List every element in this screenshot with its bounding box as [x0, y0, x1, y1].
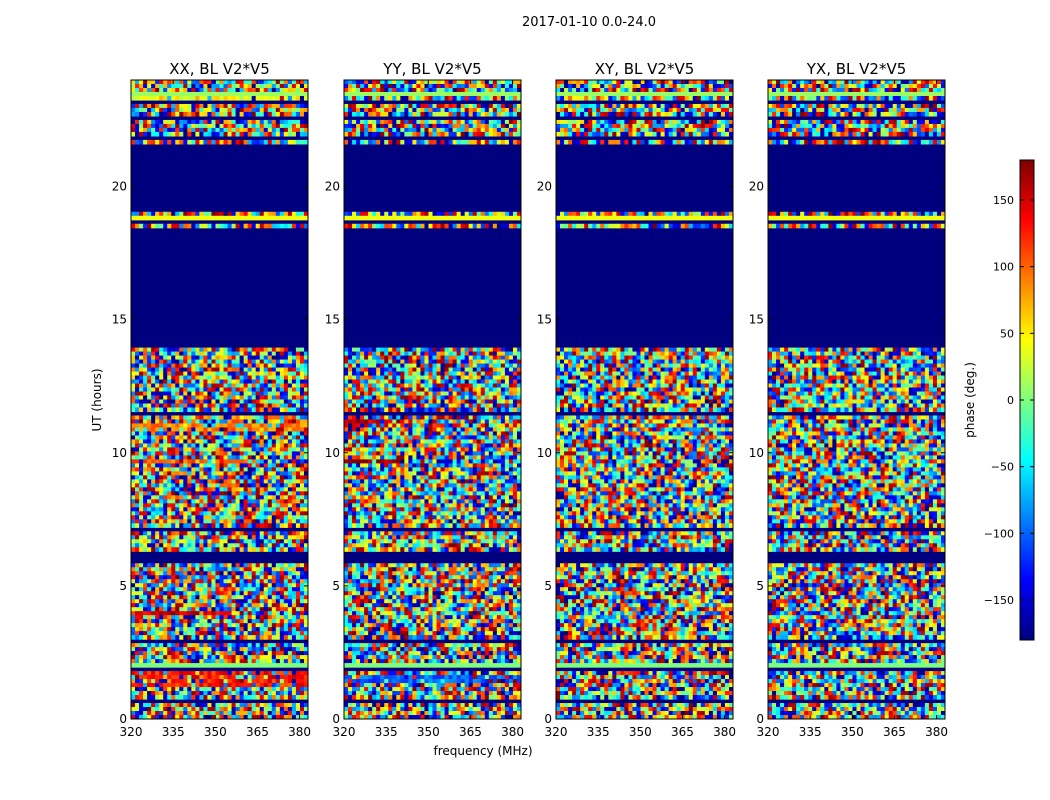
- y-tick-label: 0: [756, 712, 764, 726]
- y-tick-label: 0: [332, 712, 340, 726]
- axes-frame: [767, 79, 946, 720]
- panel-1: XX, BL V2*V5 320 335 350 365 380 0 5 10 15 20: [112, 60, 311, 739]
- x-tick-label: 365: [459, 725, 482, 739]
- y-tick-label: 20: [537, 180, 552, 194]
- panel-title: YY, BL V2*V5: [382, 60, 481, 78]
- x-tick-label: 320: [757, 725, 780, 739]
- y-tick-label: 15: [749, 313, 764, 327]
- x-tick-label: 320: [120, 725, 143, 739]
- x-axis-label: frequency (MHz): [433, 744, 532, 758]
- y-tick-label: 0: [544, 712, 552, 726]
- x-tick-label: 335: [162, 725, 185, 739]
- x-tick-label: 380: [925, 725, 948, 739]
- axes-frame: [130, 79, 309, 720]
- heatmap: [344, 80, 521, 719]
- suptitle: 2017-01-10 0.0-24.0: [522, 15, 656, 30]
- y-tick-label: 20: [325, 180, 340, 194]
- x-tick-label: 365: [671, 725, 694, 739]
- panel-4: YX, BL V2*V5 320 335 350 365 380 0 5 10 15 20: [749, 60, 948, 739]
- x-tick-label: 350: [417, 725, 440, 739]
- y-tick-label: 10: [749, 446, 764, 460]
- axes-frame: [555, 79, 734, 720]
- panel-title: XY, BL V2*V5: [595, 60, 695, 78]
- y-tick-label: 10: [112, 446, 127, 460]
- y-tick-label: 10: [537, 446, 552, 460]
- x-tick-label: 380: [713, 725, 736, 739]
- y-tick-label: 20: [112, 180, 127, 194]
- x-tick-label: 365: [246, 725, 269, 739]
- heatmap: [131, 80, 308, 719]
- x-tick-label: 335: [587, 725, 610, 739]
- x-tick-label: 380: [501, 725, 524, 739]
- colorbar-tick-label: −150: [984, 594, 1014, 607]
- axes-frame: [343, 79, 522, 720]
- y-tick-label: 15: [325, 313, 340, 327]
- x-tick-label: 335: [799, 725, 822, 739]
- y-tick-label: 20: [749, 180, 764, 194]
- y-tick-label: 5: [544, 579, 552, 593]
- colorbar-tick-label: 50: [1000, 327, 1014, 340]
- x-tick-label: 365: [883, 725, 906, 739]
- panel-2: YY, BL V2*V5 320 335 350 365 380 0 5 10 15 20: [325, 60, 524, 739]
- heatmap: [556, 80, 733, 719]
- colorbar-tick-label: −100: [984, 527, 1014, 540]
- colorbar-tick-label: 100: [993, 261, 1014, 274]
- colorbar-tick-label: −50: [991, 461, 1014, 474]
- colorbar-tick-label: 150: [993, 194, 1014, 207]
- colorbar-tick-label: 0: [1007, 394, 1014, 407]
- panel-title: YX, BL V2*V5: [806, 60, 907, 78]
- y-tick-label: 10: [325, 446, 340, 460]
- y-tick-label: 5: [756, 579, 764, 593]
- y-tick-label: 15: [112, 313, 127, 327]
- y-axis-label: UT (hours): [90, 368, 104, 431]
- y-tick-label: 5: [119, 579, 127, 593]
- heatmap: [768, 80, 945, 719]
- x-tick-label: 320: [333, 725, 356, 739]
- x-tick-label: 335: [375, 725, 398, 739]
- x-tick-label: 350: [841, 725, 864, 739]
- x-tick-label: 320: [545, 725, 568, 739]
- colorbar: −150 −100 −50 0 50 100 150: [984, 159, 1035, 641]
- panel-3: XY, BL V2*V5 320 335 350 365 380 0 5 10 15 20: [537, 60, 736, 739]
- y-tick-label: 0: [119, 712, 127, 726]
- y-tick-label: 15: [537, 313, 552, 327]
- x-tick-label: 350: [204, 725, 227, 739]
- y-tick-label: 5: [332, 579, 340, 593]
- x-tick-label: 380: [288, 725, 311, 739]
- panel-title: XX, BL V2*V5: [169, 60, 270, 78]
- colorbar-label: phase (deg.): [963, 362, 977, 438]
- x-tick-label: 350: [629, 725, 652, 739]
